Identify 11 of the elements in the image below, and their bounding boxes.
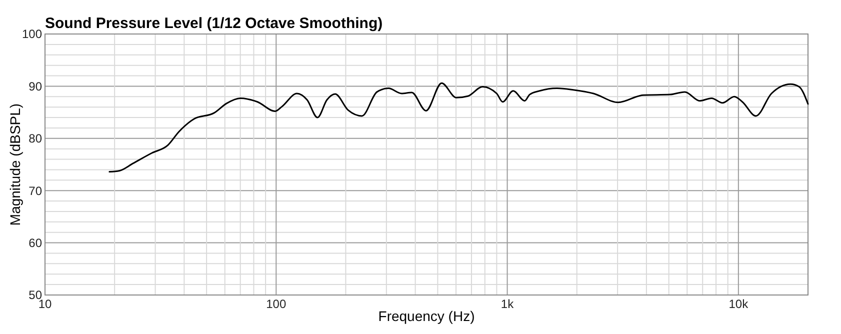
y-tick-label: 90 [28,79,42,94]
y-tick-label: 60 [28,236,42,250]
chart-title: Sound Pressure Level (1/12 Octave Smoothing) [45,15,383,32]
y-tick-label: 70 [28,184,42,198]
x-tick-label: 1k [500,297,515,311]
y-axis-title: Magnitude (dBSPL) [7,103,23,226]
y-tick-label: 100 [22,27,42,42]
x-axis-title: Frequency (Hz) [378,308,475,324]
y-tick-label: 80 [28,132,42,146]
x-tick-label: 10k [728,297,750,311]
x-tick-label: 100 [266,297,286,311]
